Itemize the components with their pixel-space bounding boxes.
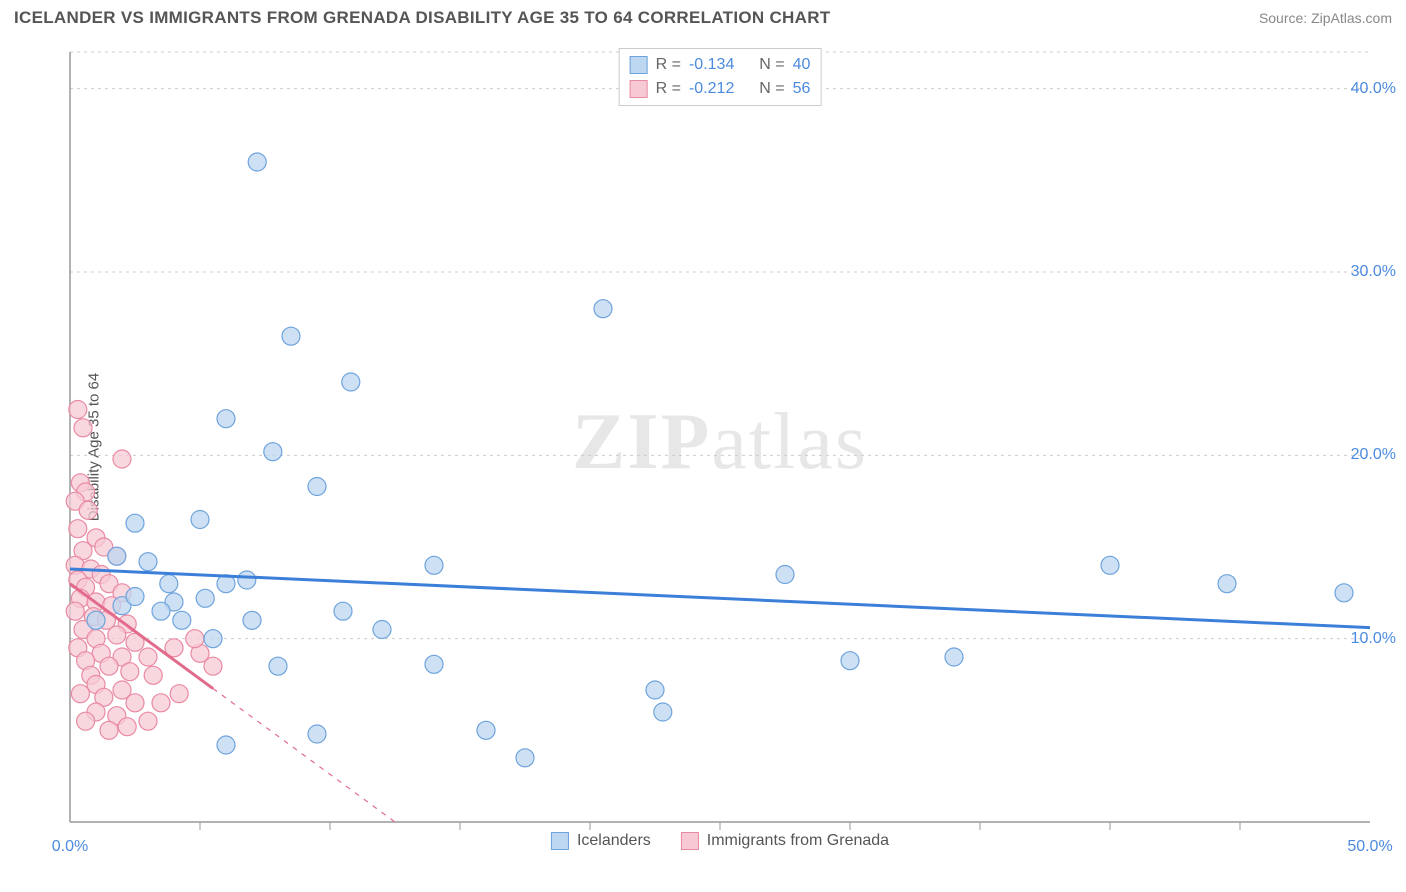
- chart-title: ICELANDER VS IMMIGRANTS FROM GRENADA DIS…: [14, 8, 830, 28]
- y-tick-label: 10.0%: [1351, 630, 1396, 648]
- stats-row: R = -0.134 N = 40: [630, 53, 811, 77]
- stat-n-label: N =: [759, 53, 784, 77]
- legend-label: Immigrants from Grenada: [707, 832, 889, 850]
- scatter-plot: [50, 42, 1390, 852]
- series-legend: Icelanders Immigrants from Grenada: [551, 832, 889, 850]
- stat-r-label: R =: [656, 77, 681, 101]
- legend-swatch: [630, 56, 648, 74]
- chart-area: Disability Age 35 to 64 ZIPatlas R =-0.1…: [50, 42, 1390, 852]
- y-tick-label: 30.0%: [1351, 263, 1396, 281]
- legend-item: Immigrants from Grenada: [681, 832, 889, 850]
- stats-row: R = -0.212 N = 56: [630, 77, 811, 101]
- source-label: Source: ZipAtlas.com: [1259, 10, 1392, 26]
- stat-n-value: 40: [793, 53, 811, 77]
- y-tick-label: 40.0%: [1351, 80, 1396, 98]
- stat-r-label: R =: [656, 53, 681, 77]
- stat-n-label: N =: [759, 77, 784, 101]
- legend-swatch: [630, 80, 648, 98]
- legend-swatch: [681, 832, 699, 850]
- stat-r-value: -0.134: [689, 53, 734, 77]
- x-tick-label: 50.0%: [1347, 838, 1392, 856]
- legend-item: Icelanders: [551, 832, 651, 850]
- legend-label: Icelanders: [577, 832, 651, 850]
- x-tick-label: 0.0%: [52, 838, 88, 856]
- y-tick-label: 20.0%: [1351, 446, 1396, 464]
- stat-n-value: 56: [793, 77, 811, 101]
- legend-swatch: [551, 832, 569, 850]
- stat-r-value: -0.212: [689, 77, 734, 101]
- stats-legend: R = -0.134 N = 40 R = -0.212 N = 56: [619, 48, 822, 106]
